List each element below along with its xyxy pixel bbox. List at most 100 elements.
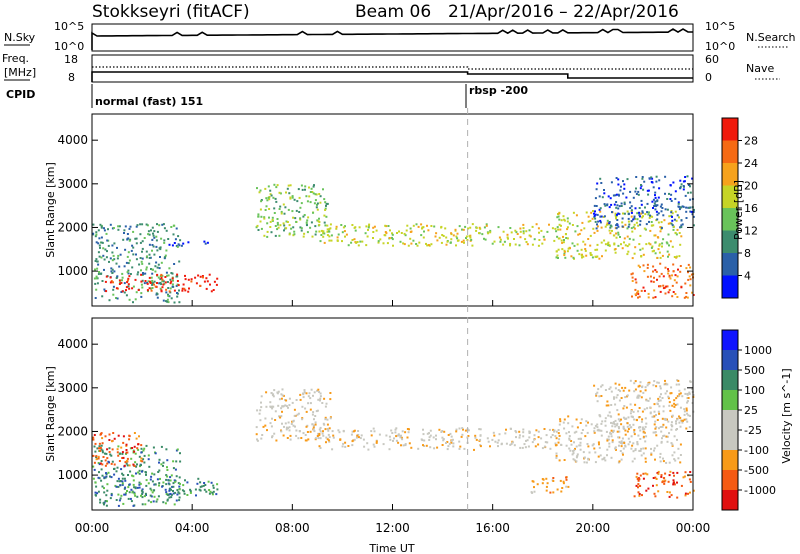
scatter-cell	[395, 439, 398, 442]
scatter-cell	[212, 490, 215, 493]
scatter-cell	[683, 410, 686, 413]
scatter-cell	[178, 301, 181, 304]
scatter-cell	[111, 272, 114, 274]
scatter-cell	[312, 192, 315, 195]
scatter-cell	[136, 486, 139, 489]
scatter-cell	[440, 241, 443, 244]
scatter-cell	[365, 244, 368, 247]
scatter-cell	[664, 418, 667, 421]
scatter-cell	[443, 430, 446, 433]
scatter-cell	[117, 454, 120, 457]
scatter-cell	[636, 472, 639, 475]
scatter-cell	[621, 217, 624, 220]
scatter-cell	[643, 408, 646, 411]
scatter-cell	[609, 197, 612, 200]
scatter-cell	[122, 435, 125, 438]
scatter-cell	[397, 433, 400, 436]
scatter-cell	[178, 260, 181, 263]
scatter-cell	[462, 228, 465, 231]
scatter-cell	[98, 237, 101, 240]
scatter-cell	[119, 484, 122, 487]
scatter-cell	[317, 437, 320, 440]
scatter-cell	[150, 268, 152, 270]
scatter-cell	[596, 223, 598, 226]
scatter-cell	[322, 188, 324, 191]
scatter-cell	[128, 464, 131, 467]
scatter-cell	[643, 289, 646, 292]
scatter-cell	[670, 200, 673, 202]
scatter-cell	[500, 443, 503, 446]
scatter-cell	[670, 494, 673, 497]
scatter-cell	[179, 460, 182, 463]
scatter-cell	[545, 477, 548, 480]
scatter-cell	[311, 423, 314, 426]
scatter-cell	[286, 221, 289, 223]
scatter-cell	[587, 220, 590, 223]
scatter-cell	[668, 404, 671, 407]
scatter-cell	[324, 428, 327, 431]
scatter-cell	[323, 198, 326, 201]
colorbar-tick-label: -100	[744, 444, 769, 457]
colorbar-tick-label: 16	[744, 202, 758, 215]
scatter-cell	[127, 283, 130, 286]
scatter-cell	[465, 237, 467, 239]
scatter-cell	[272, 395, 275, 398]
scatter-cell	[620, 205, 623, 207]
scatter-cell	[638, 449, 641, 452]
scatter-cell	[638, 494, 641, 497]
scatter-cell	[613, 396, 615, 399]
scatter-cell	[387, 225, 390, 227]
scatter-cell	[529, 235, 532, 238]
time-xlabel: Time UT	[368, 542, 414, 554]
scatter-cell	[103, 487, 105, 490]
scatter-cell	[155, 239, 158, 242]
scatter-cell	[655, 385, 658, 388]
scatter-cell	[157, 495, 160, 498]
scatter-cell	[265, 205, 268, 208]
scatter-cell	[688, 426, 691, 429]
scatter-cell	[509, 244, 511, 247]
scatter-cell	[271, 417, 273, 420]
scatter-cell	[97, 229, 100, 232]
scatter-cell	[531, 243, 534, 246]
scatter-cell	[629, 190, 632, 193]
scatter-cell	[621, 437, 624, 440]
scatter-cell	[685, 295, 688, 298]
scatter-cell	[355, 241, 358, 244]
scatter-cell	[626, 394, 629, 397]
scatter-cell	[429, 434, 432, 437]
scatter-cell	[271, 436, 273, 439]
scatter-cell	[647, 213, 650, 216]
scatter-cell	[117, 477, 120, 480]
scatter-cell	[167, 295, 170, 297]
scatter-cell	[153, 280, 156, 283]
scatter-cell	[639, 381, 642, 384]
scatter-cell	[652, 198, 655, 201]
scatter-cell	[129, 273, 132, 275]
scatter-cell	[603, 215, 606, 218]
scatter-cell	[538, 239, 541, 241]
scatter-cell	[635, 187, 637, 190]
scatter-cell	[670, 423, 673, 426]
scatter-cell	[162, 223, 165, 226]
scatter-cell	[594, 461, 597, 464]
scatter-cell	[133, 486, 136, 489]
scatter-cell	[314, 423, 317, 426]
scatter-cell	[596, 426, 599, 429]
scatter-cell	[106, 239, 109, 242]
scatter-cell	[175, 284, 178, 287]
scatter-cell	[689, 284, 692, 287]
scatter-cell	[260, 215, 263, 218]
scatter-cell	[278, 415, 281, 418]
scatter-cell	[620, 397, 623, 399]
scatter-cell	[318, 428, 321, 431]
scatter-cell	[587, 445, 590, 448]
scatter-cell	[646, 266, 649, 269]
scatter-cell	[299, 393, 302, 396]
colorbar-swatch	[722, 350, 738, 370]
scatter-cell	[589, 253, 592, 256]
scatter-cell	[420, 223, 423, 226]
scatter-cell	[282, 222, 285, 225]
scatter-cell	[596, 213, 599, 216]
scatter-cell	[600, 434, 603, 437]
